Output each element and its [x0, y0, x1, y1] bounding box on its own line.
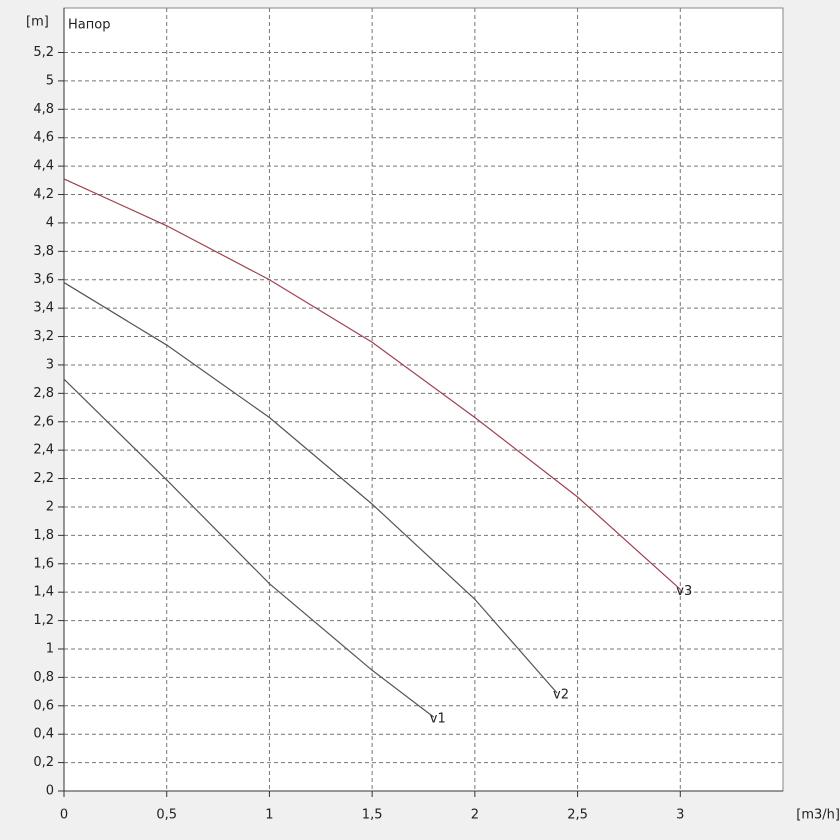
x-tick-label: 3: [676, 808, 684, 823]
y-tick-label: 4,8: [33, 102, 54, 117]
series-label: v3: [676, 584, 692, 599]
curve: [63, 282, 558, 694]
curve: [63, 378, 435, 718]
y-axis-label: [m]: [26, 15, 49, 30]
y-tick-label: 5: [46, 73, 54, 88]
y-tick-label: 1: [46, 641, 54, 656]
y-tick-label: 5,2: [33, 45, 54, 60]
y-tick-label: 2,6: [33, 414, 54, 429]
y-tick-label: 4: [46, 215, 54, 230]
x-tick-label: 1: [265, 808, 273, 823]
chart-title: Напор: [68, 18, 110, 33]
x-tick-label: 2: [471, 808, 479, 823]
y-tick-label: 3: [46, 357, 54, 372]
series-label: v1: [430, 712, 446, 727]
y-tick-label: 4,6: [33, 130, 54, 145]
x-tick-label: 0: [60, 808, 68, 823]
y-tick-label: 4,4: [33, 159, 54, 174]
y-tick-label: 3,8: [33, 244, 54, 259]
y-tick-label: 2,4: [33, 443, 54, 458]
y-tick-label: 3,6: [33, 272, 54, 287]
curve: [63, 178, 681, 590]
y-tick-label: 1,8: [33, 528, 54, 543]
x-axis-label: [m3/h]: [796, 808, 840, 823]
y-tick-label: 1,4: [33, 585, 54, 600]
y-tick-label: 1,2: [33, 613, 54, 628]
y-tick-label: 3,4: [33, 301, 54, 316]
y-tick-label: 0,4: [33, 727, 54, 742]
y-tick-label: 2: [46, 499, 54, 514]
y-tick-label: 0: [46, 784, 54, 799]
y-tick-label: 2,8: [33, 386, 54, 401]
y-tick-label: 4,2: [33, 187, 54, 202]
x-tick-label: 0,5: [156, 808, 177, 823]
y-tick-label: 0,8: [33, 670, 54, 685]
x-tick-label: 2,5: [567, 808, 588, 823]
series-label: v2: [553, 688, 569, 703]
x-tick-label: 1,5: [362, 808, 383, 823]
y-tick-label: 3,2: [33, 329, 54, 344]
y-tick-label: 0,2: [33, 755, 54, 770]
plot-area: [63, 7, 784, 792]
y-tick-label: 2,2: [33, 471, 54, 486]
y-tick-label: 1,6: [33, 556, 54, 571]
y-tick-label: 0,6: [33, 698, 54, 713]
